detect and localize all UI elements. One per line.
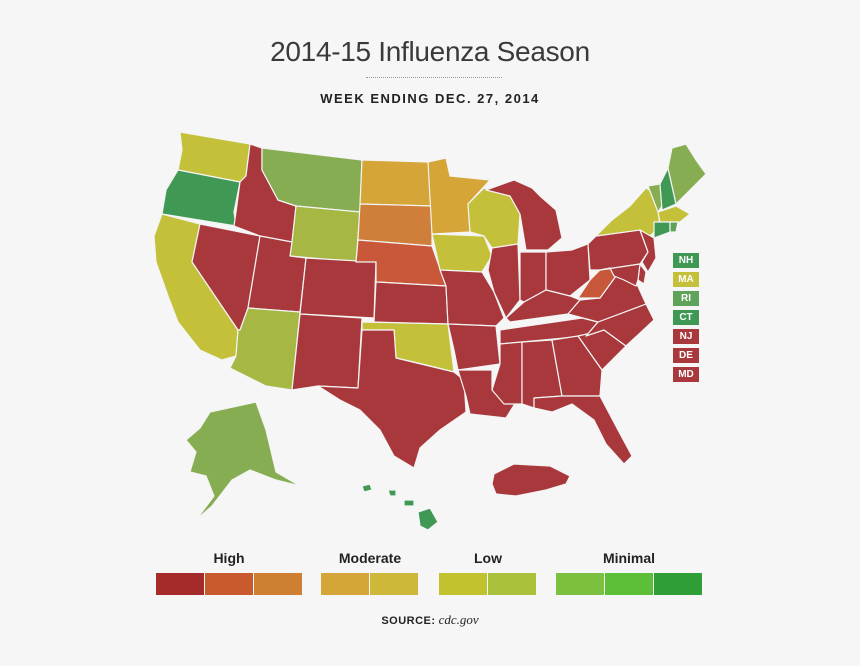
state-GA[interactable] (551, 335, 603, 397)
source-line: SOURCE: cdc.gov (0, 612, 860, 628)
state-MD[interactable] (599, 263, 641, 287)
small-state-box-nh[interactable]: NH (673, 253, 699, 268)
legend-swatch (321, 573, 370, 595)
legend-high-label: High (213, 550, 245, 566)
legend-swatch (254, 573, 303, 595)
state-KY[interactable] (505, 289, 581, 323)
source-label: SOURCE: (381, 615, 436, 627)
legend-swatch (205, 573, 254, 595)
small-state-box-ct[interactable]: CT (673, 310, 699, 325)
small-state-box-ri[interactable]: RI (673, 291, 699, 306)
legend-minimal-label: Minimal (602, 550, 656, 566)
title-divider (366, 77, 502, 78)
state-ND[interactable] (359, 159, 433, 207)
state-MA[interactable] (657, 205, 691, 223)
legend-swatch (488, 573, 537, 595)
state-KS[interactable] (373, 281, 449, 325)
state-AK[interactable] (185, 401, 301, 521)
state-AR[interactable] (447, 323, 501, 371)
legend-swatch (556, 573, 605, 595)
map-title: 2014-15 Influenza Season (270, 36, 590, 67)
small-state-box-md[interactable]: MD (673, 367, 699, 382)
small-state-box-de[interactable]: DE (673, 348, 699, 363)
state-SD[interactable] (357, 203, 433, 247)
state-OH[interactable] (545, 243, 591, 297)
state-PR[interactable] (491, 463, 571, 497)
legend-swatch (654, 573, 703, 595)
state-TX[interactable] (317, 329, 467, 469)
state-MO[interactable] (439, 269, 505, 327)
small-state-box-ma[interactable]: MA (673, 272, 699, 287)
state-MI[interactable] (485, 179, 563, 251)
state-CT[interactable] (653, 221, 671, 239)
state-NM[interactable] (291, 313, 363, 391)
source-value: cdc.gov (438, 612, 479, 627)
legend-moderate-label: Moderate (338, 550, 402, 566)
state-HI[interactable] (361, 483, 439, 531)
state-WY[interactable] (289, 205, 361, 263)
state-IA[interactable] (431, 233, 493, 273)
state-ME[interactable] (667, 143, 707, 205)
small-state-box-nj[interactable]: NJ (673, 329, 699, 344)
legend-swatch (605, 573, 654, 595)
legend-swatch (439, 573, 488, 595)
state-LA[interactable] (457, 369, 517, 419)
legend-swatch (370, 573, 419, 595)
state-NJ[interactable] (639, 229, 657, 273)
state-FL[interactable] (533, 395, 633, 465)
state-NY[interactable] (595, 187, 661, 237)
legend-low-label: Low (474, 550, 502, 566)
legend-swatch (156, 573, 205, 595)
map-subtitle: WEEK ENDING DEC. 27, 2014 (320, 91, 540, 106)
state-RI[interactable] (669, 221, 679, 233)
state-CO[interactable] (299, 257, 377, 319)
